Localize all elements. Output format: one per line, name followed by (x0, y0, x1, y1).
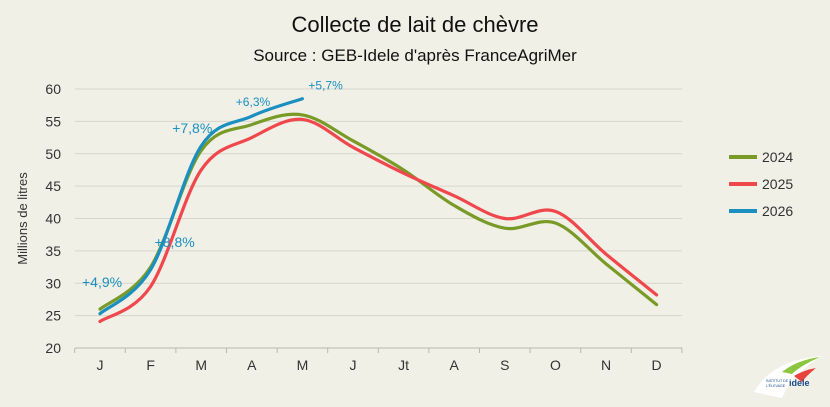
x-tick-label: D (652, 357, 662, 373)
legend-label-2024: 2024 (762, 149, 793, 165)
legend-label-2025: 2025 (762, 176, 793, 192)
logo-leaf (782, 357, 820, 374)
y-tick-label: 25 (45, 308, 61, 324)
annotation-label: +8,8% (155, 234, 195, 250)
x-tick-label: N (601, 357, 611, 373)
y-axis-label: Millions de litres (15, 172, 30, 265)
y-tick-label: 50 (45, 146, 61, 162)
x-tick-label: A (247, 357, 257, 373)
logo-shape (754, 356, 822, 398)
chart-subtitle: Source : GEB-Idele d'après FranceAgriMer (253, 46, 577, 65)
chart-title: Collecte de lait de chèvre (291, 12, 539, 37)
y-tick-label: 35 (45, 243, 61, 259)
y-tick-label: 60 (45, 81, 61, 97)
y-tick-label: 55 (45, 113, 61, 129)
x-tick-label: M (195, 357, 207, 373)
logo-brand: idele (789, 378, 810, 388)
series-line-2026 (98, 97, 304, 316)
x-tick-label: F (146, 357, 155, 373)
annotation-label: +5,7% (308, 79, 343, 93)
idele-logo: INSTITUT DE L'ÉLEVAGE idele (754, 356, 822, 398)
logo-text-mid: L'ÉLEVAGE (766, 383, 786, 388)
y-tick-label: 45 (45, 178, 61, 194)
y-tick-label: 40 (45, 211, 61, 227)
logo-accent (794, 368, 816, 382)
annotation-label: +7,8% (172, 120, 212, 136)
series-line-2025 (98, 117, 659, 324)
y-tick-label: 30 (45, 275, 61, 291)
legend-label-2026: 2026 (762, 203, 793, 219)
logo-text-top: INSTITUT DE (766, 379, 789, 383)
x-tick-label: J (350, 357, 357, 373)
y-tick-label: 20 (45, 340, 61, 356)
x-tick-label: S (500, 357, 509, 373)
x-tick-label: J (97, 357, 104, 373)
x-tick-label: O (550, 357, 561, 373)
x-tick-label: M (297, 357, 309, 373)
x-tick-label: A (450, 357, 460, 373)
annotation-label: +4,9% (82, 274, 122, 290)
x-tick-label: Jt (398, 357, 409, 373)
annotation-label: +6,3% (236, 95, 271, 109)
